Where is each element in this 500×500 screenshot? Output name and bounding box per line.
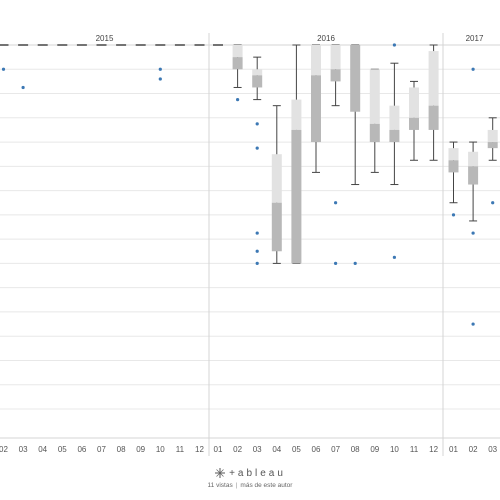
month-tick-2015-12: 12 (195, 445, 204, 454)
box-upper-2016-12 (428, 51, 439, 106)
outlier-point-2015-02-0 (1, 67, 6, 71)
month-tick-2015-06: 06 (77, 445, 86, 454)
outlier-point-2016-08-0 (353, 261, 357, 265)
box-lower-2016-02 (232, 57, 243, 70)
outlier-point-2017-02-1 (471, 231, 475, 235)
month-tick-2016-04: 04 (272, 445, 281, 454)
year-label-2015: 2015 (96, 34, 114, 43)
month-tick-2015-11: 11 (176, 445, 185, 454)
box-lower-2017-01 (448, 160, 459, 173)
month-tick-2015-09: 09 (136, 445, 145, 454)
outlier-point-2016-07-0 (334, 201, 338, 205)
month-tick-2017-02: 02 (469, 445, 478, 454)
box-lower-2016-06 (311, 75, 321, 143)
month-tick-2016-10: 10 (390, 445, 399, 454)
month-tick-2015-04: 04 (38, 445, 47, 454)
month-tick-2015-05: 05 (58, 445, 67, 454)
outlier-point-2016-02-0 (236, 98, 240, 102)
box-upper-2016-10 (389, 105, 400, 130)
month-tick-2015-03: 03 (19, 445, 28, 454)
outlier-point-2016-10-1 (392, 255, 396, 259)
box-upper-2017-01 (448, 148, 459, 161)
month-tick-2016-02: 02 (233, 445, 242, 454)
month-tick-2016-01: 01 (214, 445, 223, 454)
box-upper-2016-05 (291, 99, 302, 130)
month-tick-2016-11: 11 (410, 445, 419, 454)
month-tick-2016-03: 03 (253, 445, 262, 454)
outlier-point-2015-10-1 (158, 77, 162, 81)
month-tick-2016-05: 05 (292, 445, 301, 454)
box-upper-2016-04 (271, 154, 282, 203)
outlier-point-2017-02-0 (471, 67, 475, 71)
footer-separator: | (235, 482, 238, 489)
month-tick-2016-12: 12 (429, 445, 438, 454)
views-count: 11 vistas (207, 482, 233, 489)
box-upper-2017-03 (487, 129, 498, 143)
outlier-point-2015-03-0 (21, 85, 25, 90)
outlier-point-2016-10-0 (392, 43, 396, 47)
box-lower-2016-09 (369, 123, 380, 143)
outlier-point-2017-01-0 (451, 213, 456, 217)
outlier-point-2016-03-4 (255, 261, 259, 265)
box-upper-2016-06 (311, 45, 321, 76)
outlier-point-2016-03-1 (255, 146, 259, 150)
year-label-2016: 2016 (317, 34, 335, 43)
box-lower-2016-10 (389, 129, 400, 143)
box-plot-chart: 2015 02 03 04 05 06 07 08 09 10 11 12 2016 01 02 03 04 05… (0, 33, 500, 456)
brand-wordmark: +ableau (229, 467, 286, 479)
month-tick-2015-08: 08 (117, 445, 126, 454)
box-lower-2016-11 (409, 117, 419, 130)
month-tick-2017-01: 01 (449, 445, 458, 454)
box-upper-2017-02 (468, 151, 479, 167)
outlier-point-2016-03-2 (255, 231, 259, 235)
box-lower-2016-05 (291, 129, 302, 264)
outlier-point-2016-03-3 (255, 249, 259, 253)
month-tick-2016-06: 06 (312, 445, 321, 454)
month-tick-2016-07: 07 (331, 445, 340, 454)
month-tick-2016-09: 09 (370, 445, 379, 454)
month-tick-2015-10: 10 (156, 445, 165, 454)
box-upper-2016-09 (369, 69, 380, 124)
outlier-point-2015-10-0 (158, 67, 162, 71)
month-tick-2017-03: 03 (488, 445, 497, 454)
month-tick-2015-02: 02 (0, 445, 8, 454)
box-lower-2016-03 (252, 75, 263, 88)
tableau-brand[interactable]: +ableau (0, 466, 500, 480)
box-lower-2016-07 (330, 69, 341, 82)
box-lower-2016-12 (428, 105, 439, 130)
box-lower-2017-02 (468, 166, 479, 185)
month-tick-2015-07: 07 (97, 445, 106, 454)
month-tick-2016-08: 08 (351, 445, 360, 454)
more-from-author-link[interactable]: más de este autor (240, 482, 293, 489)
box-lower-2017-03 (487, 142, 498, 149)
box-upper-2016-11 (409, 87, 419, 118)
outlier-point-2017-02-2 (471, 322, 475, 326)
box-upper-2016-02 (232, 45, 243, 58)
tableau-logo-icon (215, 468, 226, 478)
outlier-point-2016-03-0 (255, 122, 259, 126)
outlier-point-2017-03-0 (491, 201, 495, 205)
outlier-point-2016-07-1 (334, 261, 338, 265)
box-lower-2016-04 (271, 202, 282, 252)
box-upper-2016-07 (330, 45, 341, 70)
footer-meta: 11 vistas | más de este autor (0, 482, 500, 489)
box-upper-2016-03 (252, 69, 263, 76)
year-label-2017: 2017 (466, 34, 484, 43)
box-lower-2016-08 (350, 45, 361, 112)
